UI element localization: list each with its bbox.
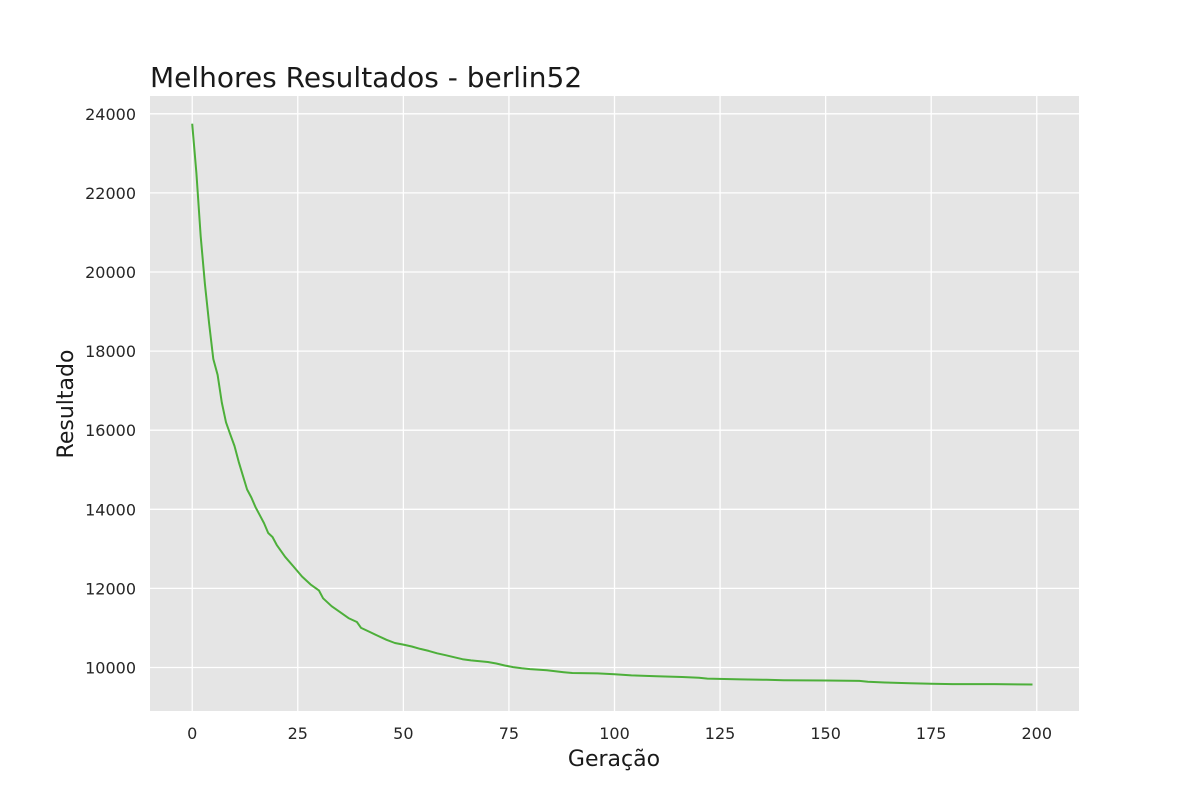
y-axis: 10000 12000 14000 16000 18000 20000 22000 24000 [85, 105, 136, 678]
series-line [191, 123, 1033, 686]
y-tick-label: 14000 [85, 500, 136, 519]
grid [150, 96, 1079, 711]
x-tick-label: 150 [810, 724, 841, 743]
y-tick-label: 24000 [85, 105, 136, 124]
chart-title: Melhores Resultados - berlin52 [150, 61, 582, 94]
x-tick-label: 75 [499, 724, 519, 743]
y-tick-label: 18000 [85, 342, 136, 361]
y-tick-label: 12000 [85, 579, 136, 598]
y-axis-label: Resultado [54, 350, 79, 459]
series-group [191, 123, 1033, 686]
x-tick-label: 100 [599, 724, 630, 743]
x-axis-label: Geração [568, 747, 660, 772]
x-tick-label: 0 [187, 724, 197, 743]
y-tick-label: 20000 [85, 263, 136, 282]
x-tick-label: 125 [705, 724, 736, 743]
x-tick-label: 25 [288, 724, 308, 743]
y-tick-label: 16000 [85, 421, 136, 440]
x-tick-label: 175 [916, 724, 947, 743]
x-tick-label: 200 [1021, 724, 1052, 743]
x-axis: 0 25 50 75 100 125 150 175 200 [187, 724, 1052, 743]
x-tick-label: 50 [393, 724, 413, 743]
y-tick-label: 22000 [85, 184, 136, 203]
y-tick-label: 10000 [85, 658, 136, 677]
